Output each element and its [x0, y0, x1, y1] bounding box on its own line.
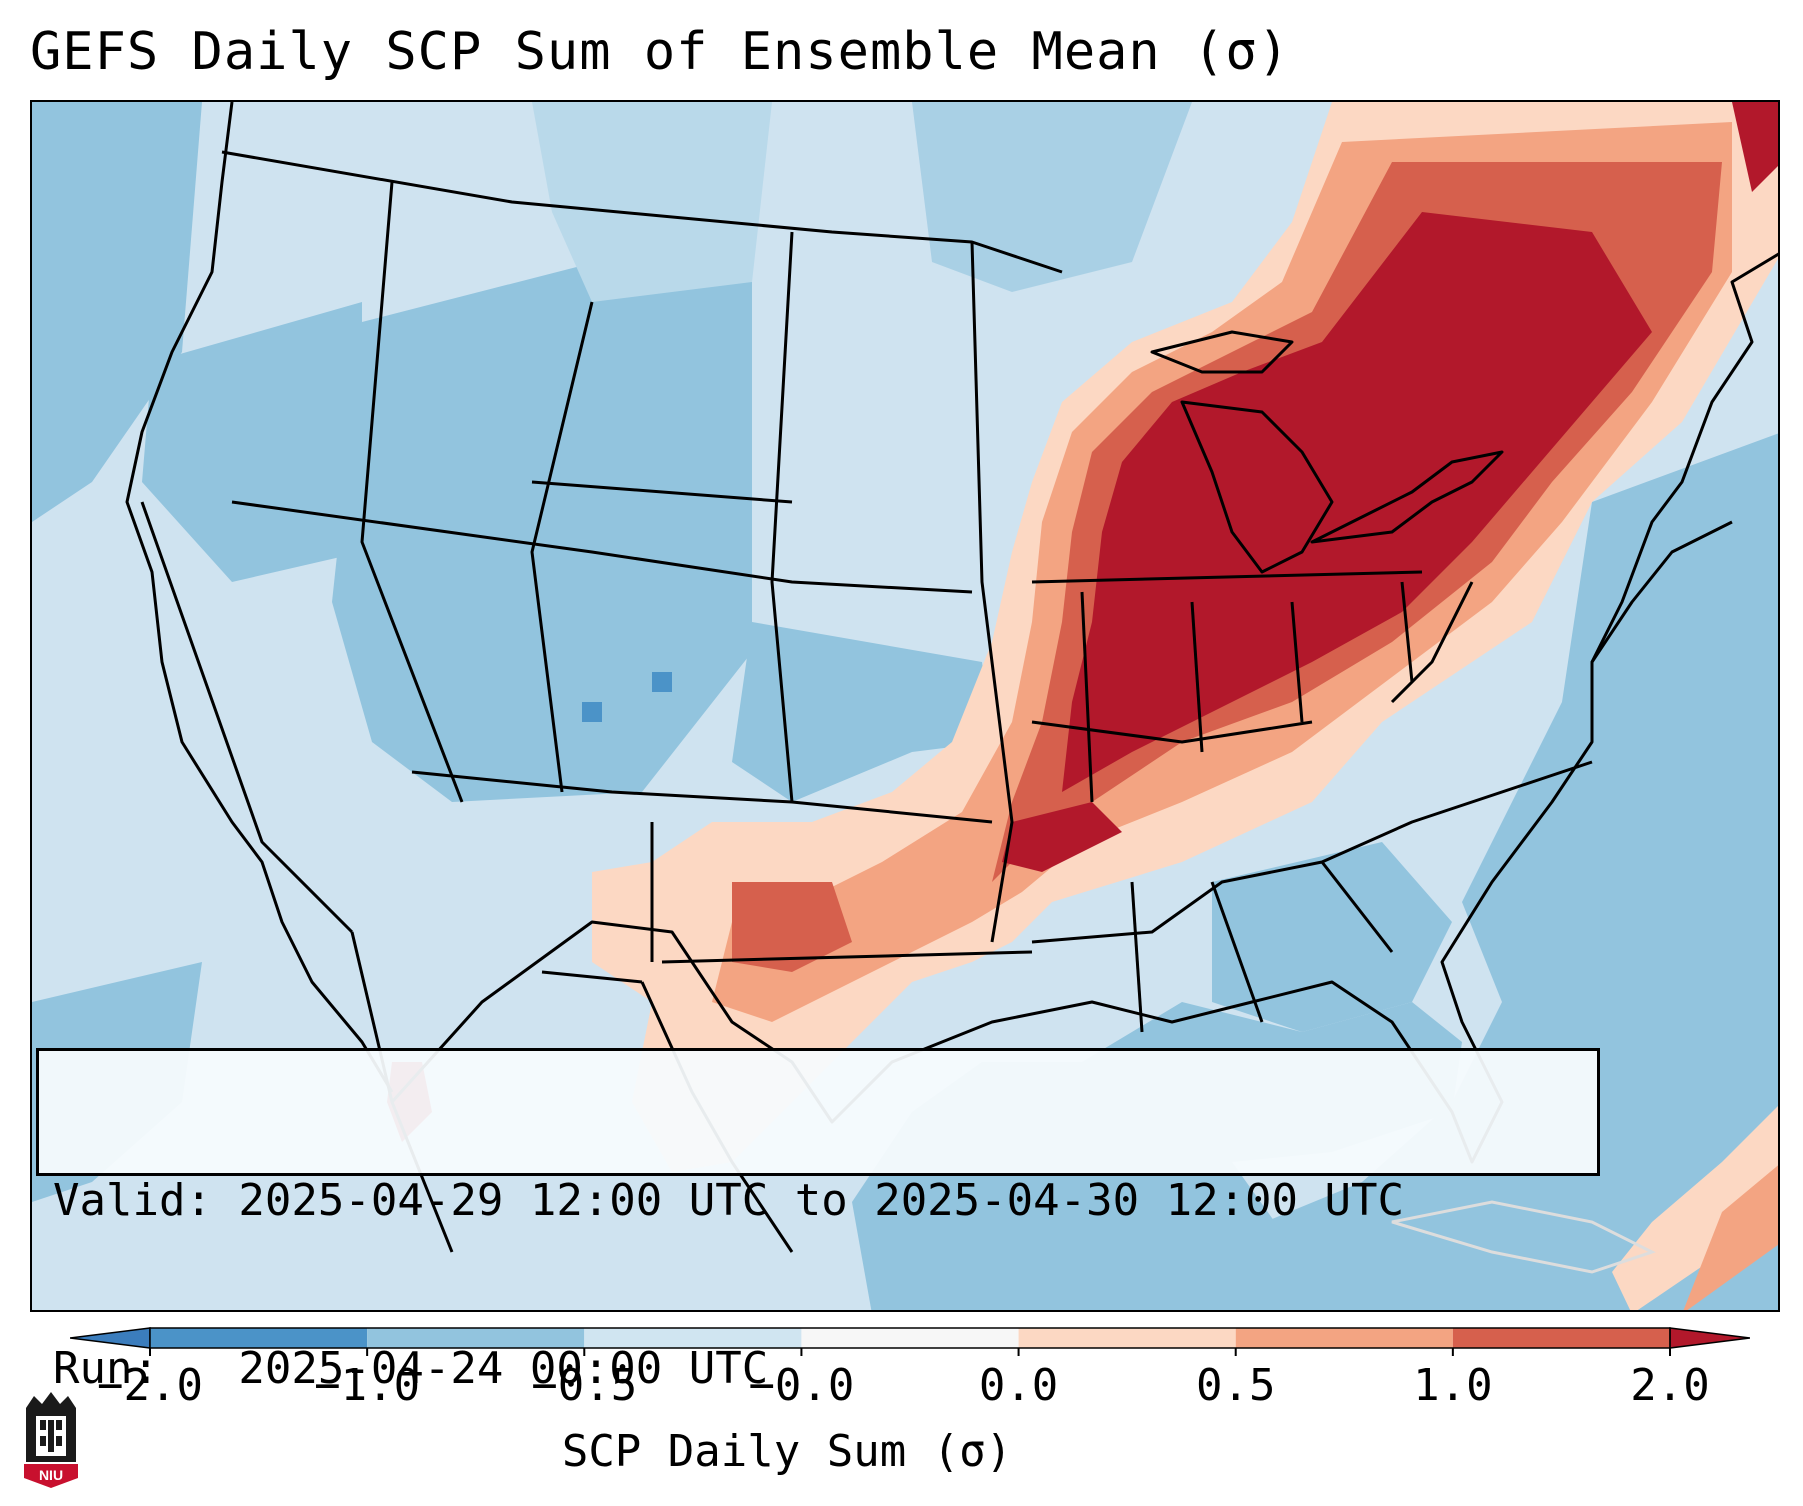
colorbar: [70, 1327, 1750, 1356]
info-box: Valid: 2025-04-29 12:00 UTC to 2025-04-3…: [36, 1048, 1600, 1394]
colorbar-bin: [801, 1328, 1019, 1348]
run-time-line: Run: 2025-04-24 00:00 UTC: [53, 1343, 769, 1394]
colorbar-bin: [367, 1328, 585, 1348]
colorbar-tick-label: 2.0: [1630, 1360, 1710, 1411]
map-title: GEFS Daily SCP Sum of Ensemble Mean (σ): [30, 22, 1290, 82]
colorbar-bin: [150, 1328, 368, 1348]
colorbar-bin: [1235, 1328, 1453, 1348]
colorbar-bin: [584, 1328, 802, 1348]
colorbar-tick-label: 1.0: [1413, 1360, 1493, 1411]
niu-logo: NIU: [24, 1392, 78, 1488]
state-borders: [125, 102, 1778, 1253]
colorbar-tick-label: −1.0: [314, 1360, 421, 1411]
colorbar-bin: [1452, 1328, 1670, 1348]
colorbar-bin: [1018, 1328, 1236, 1348]
colorbar-extend-high: [1669, 1327, 1750, 1349]
positive-anomaly-regions: [387, 102, 1778, 1310]
colorbar-extend-low: [70, 1327, 151, 1349]
colorbar-tick-label: −0.0: [748, 1360, 855, 1411]
valid-time-line: Valid: 2025-04-29 12:00 UTC to 2025-04-3…: [53, 1175, 1405, 1226]
svg-text:NIU: NIU: [39, 1467, 63, 1483]
caribbean-outline: [1391, 1200, 1656, 1274]
colorbar-tick-label: 0.5: [1195, 1360, 1276, 1411]
colorbar-tick-label: −2.0: [97, 1360, 203, 1411]
colorbar-tick-label: 0.0: [978, 1360, 1059, 1411]
colorbar-outline: [149, 1327, 1671, 1349]
colorbar-tick-label: −0.5: [531, 1360, 638, 1411]
colorbar-label: SCP Daily Sum (σ): [561, 1426, 1013, 1477]
